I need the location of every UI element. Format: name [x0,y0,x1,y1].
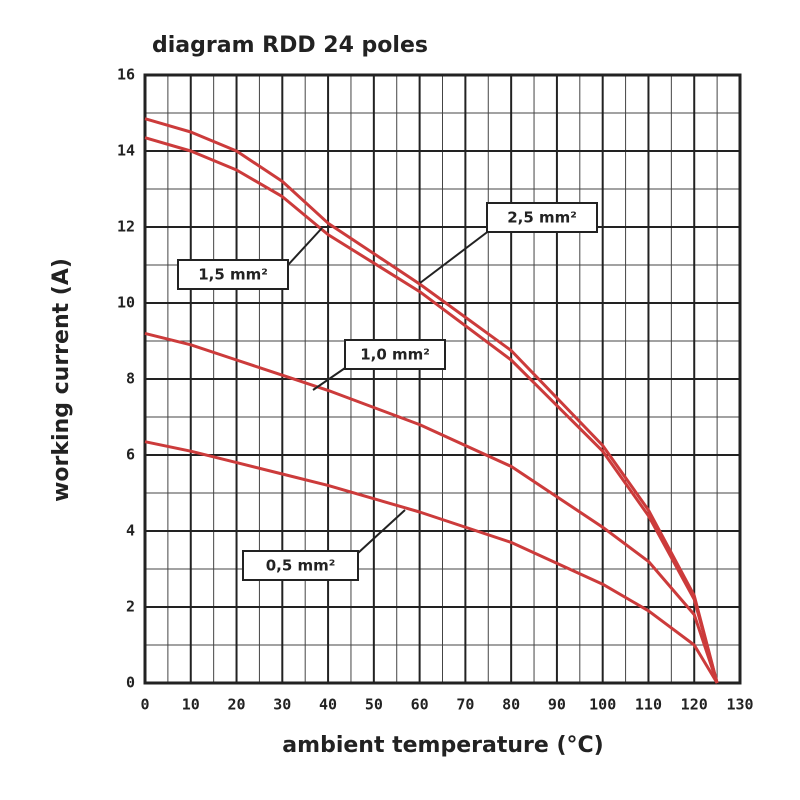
x-tick-label: 100 [589,696,616,714]
y-tick-label: 12 [117,218,135,236]
label-box [177,259,289,290]
x-tick-label: 60 [411,696,429,714]
series-label: 1,0 mm² [360,346,430,364]
x-axis-label: ambient temperature (°C) [282,733,603,758]
series-label: 1,5 mm² [198,266,268,284]
label-box [242,550,359,581]
y-tick-label: 8 [126,370,135,388]
leader-line [419,229,491,284]
x-tick-label: 0 [140,696,149,714]
x-tick-label: 20 [228,696,246,714]
x-tick-label: 40 [319,696,337,714]
y-tick-label: 14 [117,142,135,160]
chart-title: diagram RDD 24 poles [152,33,428,58]
leader-line [287,227,323,266]
x-tick-label: 80 [502,696,520,714]
curve [144,440,719,684]
label-box [486,202,598,233]
y-tick-label: 6 [126,446,135,464]
x-tick-label: 130 [726,696,753,714]
leader-line [357,509,406,554]
leader-line [312,365,349,391]
y-tick-label: 10 [117,294,135,312]
series-label: 0,5 mm² [266,557,336,575]
label-box [344,339,446,370]
y-axis-label: working current (A) [49,258,74,502]
x-tick-label: 110 [635,696,662,714]
x-tick-label: 120 [681,696,708,714]
y-tick-label: 2 [126,598,135,616]
series-label: 2,5 mm² [507,209,577,227]
x-tick-label: 10 [182,696,200,714]
curve [144,136,719,684]
plot-frame [143,73,742,685]
x-tick-label: 30 [273,696,291,714]
x-tick-label: 90 [548,696,566,714]
curve [144,331,719,684]
y-tick-label: 0 [126,674,135,692]
curve [144,117,719,684]
x-tick-label: 70 [456,696,474,714]
x-tick-label: 50 [365,696,383,714]
y-tick-label: 16 [117,66,135,84]
y-tick-label: 4 [126,522,135,540]
